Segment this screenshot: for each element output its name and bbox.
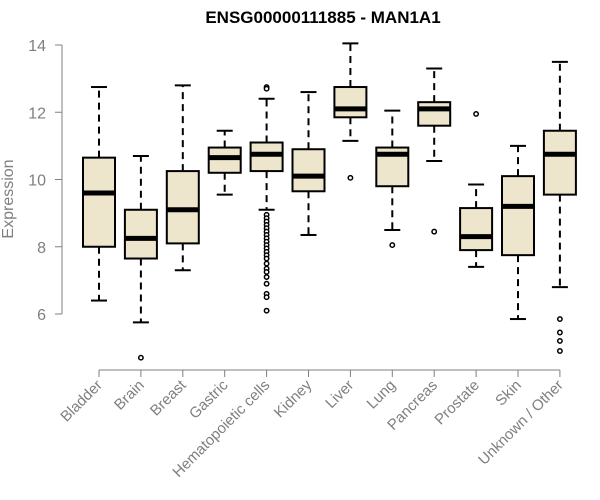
outlier-point bbox=[473, 110, 480, 117]
box-series bbox=[82, 42, 577, 361]
x-tick-label: Bladder bbox=[57, 377, 106, 426]
box-kidney bbox=[291, 91, 326, 236]
iqr-box bbox=[542, 129, 577, 196]
y-axis-label: Expression bbox=[0, 159, 17, 238]
box-liver bbox=[333, 42, 368, 181]
outlier-point bbox=[431, 228, 438, 235]
y-tick-label: 8 bbox=[37, 240, 46, 257]
iqr-box bbox=[417, 101, 452, 127]
box-pancreas bbox=[417, 67, 452, 235]
x-tick-label: Brain bbox=[111, 377, 148, 414]
outlier-point bbox=[556, 337, 563, 344]
outlier-point bbox=[556, 348, 563, 354]
outlier-point bbox=[556, 316, 563, 322]
x-tick-label: Lung bbox=[364, 377, 400, 413]
y-tick-label: 12 bbox=[28, 105, 46, 122]
x-tick-label: Liver bbox=[322, 377, 357, 412]
outlier-point bbox=[263, 307, 270, 314]
iqr-box bbox=[249, 141, 284, 173]
iqr-box bbox=[82, 156, 116, 248]
outlier-point bbox=[263, 255, 270, 262]
box-lung bbox=[375, 109, 410, 249]
outlier-point bbox=[263, 85, 270, 92]
outlier-point bbox=[137, 354, 144, 361]
iqr-box bbox=[207, 146, 242, 174]
outlier-point bbox=[263, 294, 270, 301]
box-gastric bbox=[207, 129, 242, 196]
x-tick-label: Kidney bbox=[271, 376, 316, 421]
iqr-box bbox=[333, 86, 368, 119]
iqr-box bbox=[165, 170, 200, 245]
x-tick-label: Skin bbox=[492, 377, 525, 410]
x-tick-label: Breast bbox=[147, 376, 190, 419]
box-bladder bbox=[82, 86, 116, 302]
outlier-point bbox=[263, 269, 270, 275]
outlier-point bbox=[556, 329, 563, 336]
box-prostate bbox=[459, 110, 494, 268]
outlier-point bbox=[263, 280, 270, 287]
y-tick-label: 6 bbox=[37, 307, 46, 324]
outlier-point bbox=[263, 274, 270, 280]
iqr-box bbox=[459, 207, 494, 252]
box-breast bbox=[165, 84, 200, 272]
outlier-point bbox=[389, 242, 396, 249]
iqr-box bbox=[123, 208, 158, 260]
iqr-box bbox=[291, 148, 326, 193]
box-brain bbox=[123, 154, 158, 361]
box-unknown-other bbox=[542, 60, 577, 354]
outlier-point bbox=[347, 174, 354, 181]
iqr-box bbox=[501, 175, 535, 257]
box-hematopoietic-cells bbox=[249, 84, 284, 314]
y-tick-label: 10 bbox=[28, 173, 46, 190]
outlier-point bbox=[263, 260, 270, 267]
y-axis: 6 8 10 12 14 bbox=[28, 38, 63, 324]
y-tick-label: 14 bbox=[28, 38, 46, 55]
chart-title: ENSG00000111885 - MAN1A1 bbox=[205, 8, 440, 27]
x-tick-label: Prostate bbox=[431, 377, 483, 429]
box-skin bbox=[501, 144, 535, 321]
